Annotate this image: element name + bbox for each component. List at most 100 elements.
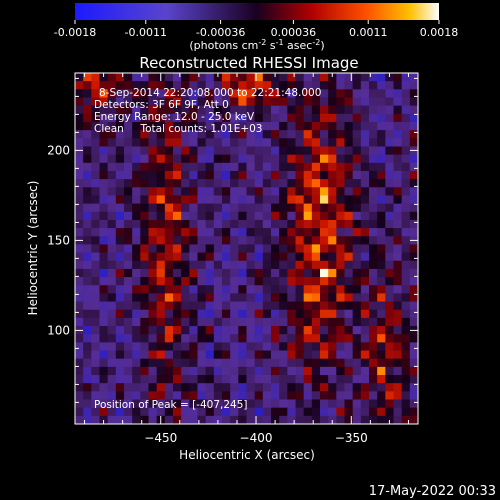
heatmap-cell — [148, 81, 158, 90]
heatmap-cell — [205, 342, 215, 352]
heatmap-cell — [107, 138, 117, 148]
heatmap-cell — [344, 358, 354, 368]
heatmap-cell — [181, 121, 190, 131]
heatmap-cell — [164, 383, 174, 392]
heatmap-cell — [254, 399, 264, 409]
heatmap-cell — [385, 244, 395, 254]
heatmap-cell — [197, 228, 207, 237]
heatmap-cell — [254, 391, 264, 401]
heatmap-cell — [401, 260, 411, 270]
heatmap-cell — [99, 252, 109, 262]
heatmap-cell — [140, 73, 150, 82]
heatmap-cell — [287, 138, 297, 148]
heatmap-cell — [385, 130, 395, 139]
heatmap-cell — [197, 366, 207, 376]
heatmap-cell — [409, 195, 418, 205]
heatmap-cell — [303, 301, 313, 311]
heatmap-cell — [303, 391, 313, 401]
heatmap-cell — [311, 187, 321, 197]
heatmap-cell — [303, 268, 313, 278]
heatmap-cell — [303, 211, 313, 221]
heatmap-cell — [238, 97, 248, 107]
heatmap-cell — [156, 97, 166, 107]
heatmap-cell — [197, 383, 207, 392]
heatmap-cell — [328, 195, 337, 205]
heatmap-cell — [393, 375, 403, 384]
heatmap-cell — [83, 260, 92, 270]
heatmap-cell — [262, 228, 272, 237]
heatmap-cell — [311, 154, 321, 164]
heatmap-cell — [181, 277, 190, 286]
heatmap-cell — [360, 170, 370, 180]
heatmap-cell — [303, 73, 313, 82]
heatmap-cell — [254, 195, 264, 205]
heatmap-cell — [107, 154, 117, 164]
heatmap-cell — [230, 383, 239, 392]
heatmap-cell — [213, 195, 223, 205]
heatmap-cell — [99, 228, 109, 237]
heatmap-cell — [91, 73, 101, 82]
heatmap-cell — [197, 342, 207, 352]
heatmap-cell — [295, 383, 305, 392]
heatmap-cell — [271, 89, 280, 99]
heatmap-cell — [148, 277, 158, 286]
heatmap-cell — [148, 105, 158, 115]
heatmap-cell — [409, 170, 418, 180]
heatmap-cell — [295, 350, 305, 360]
heatmap-cell — [287, 219, 297, 229]
heatmap-cell — [287, 81, 297, 90]
heatmap-cell — [409, 293, 418, 303]
heatmap-cell — [303, 138, 313, 148]
heatmap-cell — [83, 121, 92, 131]
heatmap-cell — [238, 326, 248, 335]
heatmap-cell — [205, 203, 215, 213]
heatmap-cell — [91, 89, 101, 99]
heatmap-cell — [279, 203, 288, 213]
heatmap-cell — [83, 138, 92, 148]
heatmap-cell — [83, 130, 92, 139]
heatmap-cell — [320, 366, 329, 376]
heatmap-cell — [124, 285, 133, 294]
heatmap-cell — [238, 170, 248, 180]
heatmap-cell — [393, 391, 403, 401]
heatmap-cell — [91, 81, 101, 90]
heatmap-cell — [213, 383, 223, 392]
heatmap-cell — [303, 97, 313, 107]
heatmap-cell — [377, 179, 386, 188]
heatmap-cell — [222, 293, 231, 303]
heatmap-cell — [271, 179, 280, 188]
heatmap-cell — [197, 407, 207, 417]
heatmap-cell — [369, 375, 378, 384]
heatmap-cell — [132, 268, 141, 278]
heatmap-cell — [115, 375, 125, 384]
heatmap-cell — [262, 375, 272, 384]
heatmap-cell — [385, 375, 395, 384]
heatmap-cell — [230, 130, 239, 139]
heatmap-cell — [409, 203, 418, 213]
heatmap-cell — [75, 97, 84, 107]
heatmap-cell — [197, 268, 207, 278]
heatmap-cell — [83, 89, 92, 99]
heatmap-cell — [115, 211, 125, 221]
heatmap-cell — [328, 146, 337, 156]
heatmap-cell — [409, 301, 418, 311]
heatmap-cell — [189, 138, 199, 148]
heatmap-cell — [132, 130, 141, 139]
heatmap-cell — [409, 138, 418, 148]
heatmap-cell — [140, 195, 150, 205]
heatmap-cell — [328, 170, 337, 180]
heatmap-cell — [271, 236, 280, 246]
heatmap-cell — [75, 407, 84, 417]
heatmap-cell — [173, 130, 182, 139]
heatmap-cell — [173, 285, 182, 294]
heatmap-cell — [328, 211, 337, 221]
heatmap-cell — [328, 301, 337, 311]
heatmap-cell — [75, 293, 84, 303]
heatmap-cell — [91, 203, 101, 213]
heatmap-cell — [409, 375, 418, 384]
heatmap-cell — [352, 260, 362, 270]
heatmap-cell — [222, 334, 231, 343]
heatmap-cell — [238, 236, 248, 246]
heatmap-cell — [75, 162, 84, 172]
heatmap-cell — [303, 219, 313, 229]
